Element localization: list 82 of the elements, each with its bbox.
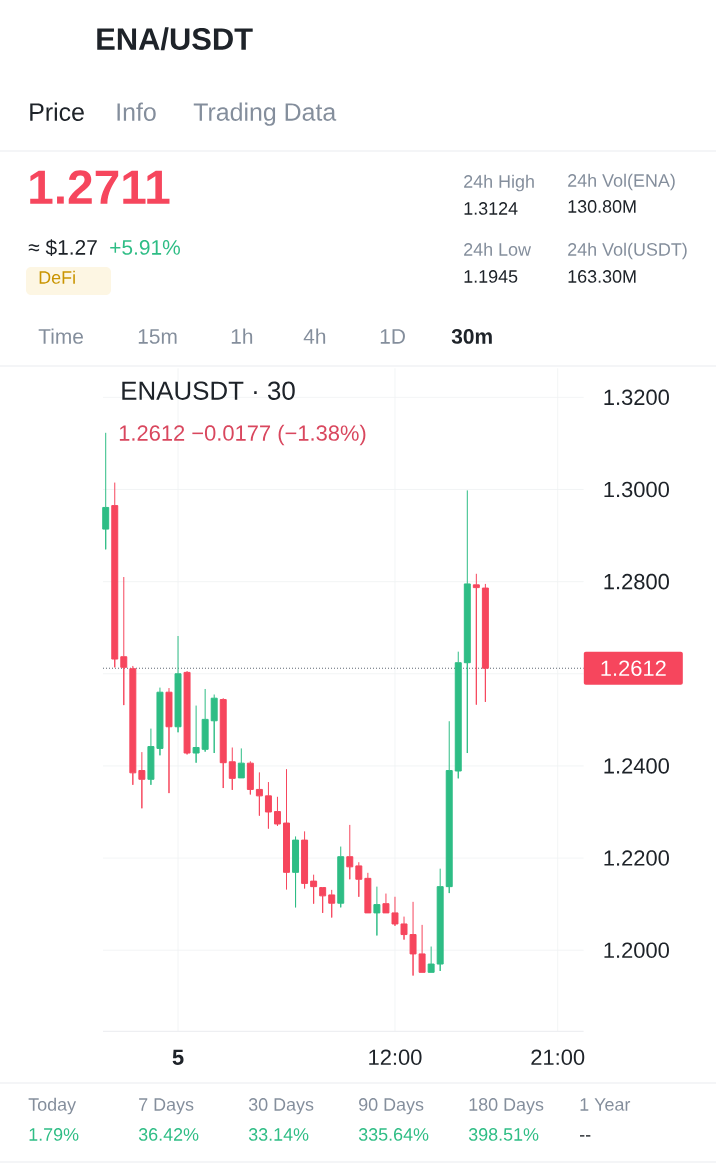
x-tick-label: 5	[172, 1049, 184, 1065]
candlestick	[201, 688, 209, 753]
candlestick	[246, 760, 254, 795]
text: 1.79%	[29, 1128, 79, 1141]
text: Today	[28, 1097, 77, 1115]
candlestick	[310, 874, 318, 905]
text: Time	[38, 328, 83, 344]
text: 180 Days	[469, 1098, 544, 1115]
candlestick	[283, 768, 290, 890]
text: 1 Year	[580, 1098, 631, 1111]
candlestick	[237, 747, 245, 779]
candlestick	[219, 697, 227, 789]
text: Trading Data	[193, 102, 337, 126]
text: 1.3124	[464, 202, 518, 215]
candlestick	[129, 665, 137, 786]
text: 30 Days	[248, 1098, 314, 1115]
text: 30m	[451, 329, 492, 344]
text: 1.2612 −0.0177 (−1.38%)	[119, 424, 366, 446]
text: 1.1945	[464, 270, 518, 283]
candlestick	[364, 872, 372, 914]
y-tick-label: 1.3200	[604, 389, 669, 406]
y-tick-label: 1.3000	[604, 481, 669, 498]
candlestick	[319, 887, 327, 914]
y-tick-label: 1.2800	[604, 573, 669, 590]
text: 130.80M	[568, 200, 636, 213]
text: 90 Days	[359, 1098, 424, 1115]
text: 24h High	[464, 174, 534, 192]
text: 398.51%	[468, 1128, 539, 1141]
candlestick	[292, 835, 300, 908]
candlestick	[445, 720, 453, 894]
candlestick	[328, 889, 336, 919]
text: --	[580, 1135, 591, 1137]
candlestick	[454, 651, 462, 779]
text: 24h Vol(USDT)	[568, 242, 687, 260]
candlestick	[120, 576, 128, 706]
text: 4h	[303, 328, 326, 344]
candlestick	[102, 432, 110, 550]
text: 24h Low	[464, 242, 532, 256]
candlestick	[472, 573, 480, 706]
y-tick-label: 1.2000	[604, 942, 669, 958]
candlestick	[255, 771, 263, 817]
candlestick	[427, 946, 435, 973]
candlestick	[373, 886, 381, 936]
text: 33.14%	[248, 1128, 309, 1141]
candlestick	[273, 796, 281, 827]
text: 335.64%	[358, 1128, 429, 1141]
y-tick-label: 1.2400	[604, 758, 669, 774]
candlestick	[436, 868, 444, 972]
candlestick	[337, 846, 345, 908]
candlestick	[138, 751, 146, 809]
candlestick	[192, 705, 200, 764]
ref-line-label: 1.2612	[601, 660, 666, 677]
text: Info	[117, 102, 156, 121]
candlestick	[346, 824, 354, 880]
candlestick	[463, 489, 471, 754]
text: 163.30M	[568, 270, 636, 283]
text: 15m	[138, 329, 177, 344]
candlestick	[165, 687, 173, 794]
candlestick	[174, 635, 182, 733]
x-tick-label: 21:00	[531, 1049, 585, 1066]
candlestick	[481, 583, 489, 703]
y-tick-label: 1.2200	[604, 850, 669, 866]
text: 24h Vol(ENA)	[568, 173, 675, 191]
text: 36.42%	[138, 1128, 199, 1141]
text: ENA/USDT	[97, 27, 253, 51]
chart-title: ENAUSDT · 30	[122, 381, 295, 400]
candlestick	[264, 781, 272, 830]
candlestick	[111, 482, 119, 668]
text: Price	[30, 102, 84, 121]
text: DeFi	[39, 270, 75, 284]
candlestick	[355, 861, 363, 898]
text: 7 Days	[139, 1098, 194, 1115]
text: 1.2711	[30, 170, 170, 204]
text: +5.91%	[110, 240, 180, 255]
text: ≈ $1.27	[28, 239, 97, 257]
candlestick	[228, 747, 236, 791]
text: 1h	[231, 328, 253, 344]
candlestick	[183, 670, 191, 755]
candlestick	[210, 694, 218, 754]
text: 1D	[380, 329, 405, 344]
x-tick-label: 12:00	[369, 1049, 422, 1066]
candlestick	[301, 830, 309, 889]
